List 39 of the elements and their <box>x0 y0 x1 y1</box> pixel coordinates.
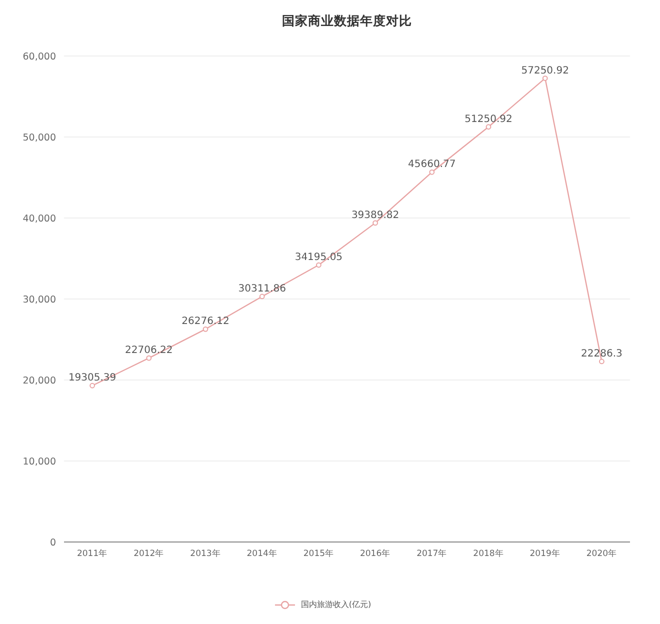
y-tick-label: 50,000 <box>22 132 56 144</box>
y-tick-label: 20,000 <box>22 375 56 386</box>
y-tick-label: 40,000 <box>22 213 56 224</box>
chart-title: 国家商业数据年度对比 <box>281 13 413 30</box>
point <box>146 355 152 361</box>
data-label: 34195.05 <box>294 252 343 264</box>
data-label: 45660.77 <box>408 159 456 170</box>
point <box>259 294 265 300</box>
x-tick-label: 2012年 <box>134 548 164 560</box>
data-label: 22286.3 <box>581 348 622 360</box>
data-label: 51250.92 <box>464 114 512 125</box>
x-tick-label: 2020年 <box>586 548 618 560</box>
x-tick-label: 2019年 <box>530 548 560 560</box>
data-label: 39389.82 <box>351 210 400 221</box>
point <box>429 169 435 175</box>
x-tick-label: 2018年 <box>473 548 504 560</box>
x-tick-label: 2011年 <box>76 548 108 560</box>
x-tick-label: 2013年 <box>190 548 221 560</box>
point <box>202 326 208 332</box>
x-tick-label: 2014年 <box>246 548 278 560</box>
point <box>599 358 604 364</box>
data-label: 57250.92 <box>521 65 569 76</box>
point <box>372 220 378 226</box>
data-label: 30311.86 <box>238 283 286 294</box>
legend-label: 国内旅游收入(亿元) <box>300 599 372 610</box>
y-tick-label: 10,000 <box>22 456 56 468</box>
point <box>486 124 492 130</box>
x-tick-label: 2015年 <box>303 548 334 560</box>
point <box>90 382 95 388</box>
x-tick-label: 2017年 <box>416 548 448 560</box>
y-tick-label: 0 <box>50 537 56 548</box>
y-tick-label: 60,000 <box>22 51 56 62</box>
y-tick-label: 30,000 <box>22 294 56 306</box>
data-label: 26276.12 <box>182 316 230 328</box>
data-label: 19305.39 <box>68 372 116 384</box>
point <box>542 76 548 81</box>
x-tick-label: 2016年 <box>360 548 391 560</box>
data-label: 22706.22 <box>125 345 173 356</box>
point <box>316 262 322 268</box>
